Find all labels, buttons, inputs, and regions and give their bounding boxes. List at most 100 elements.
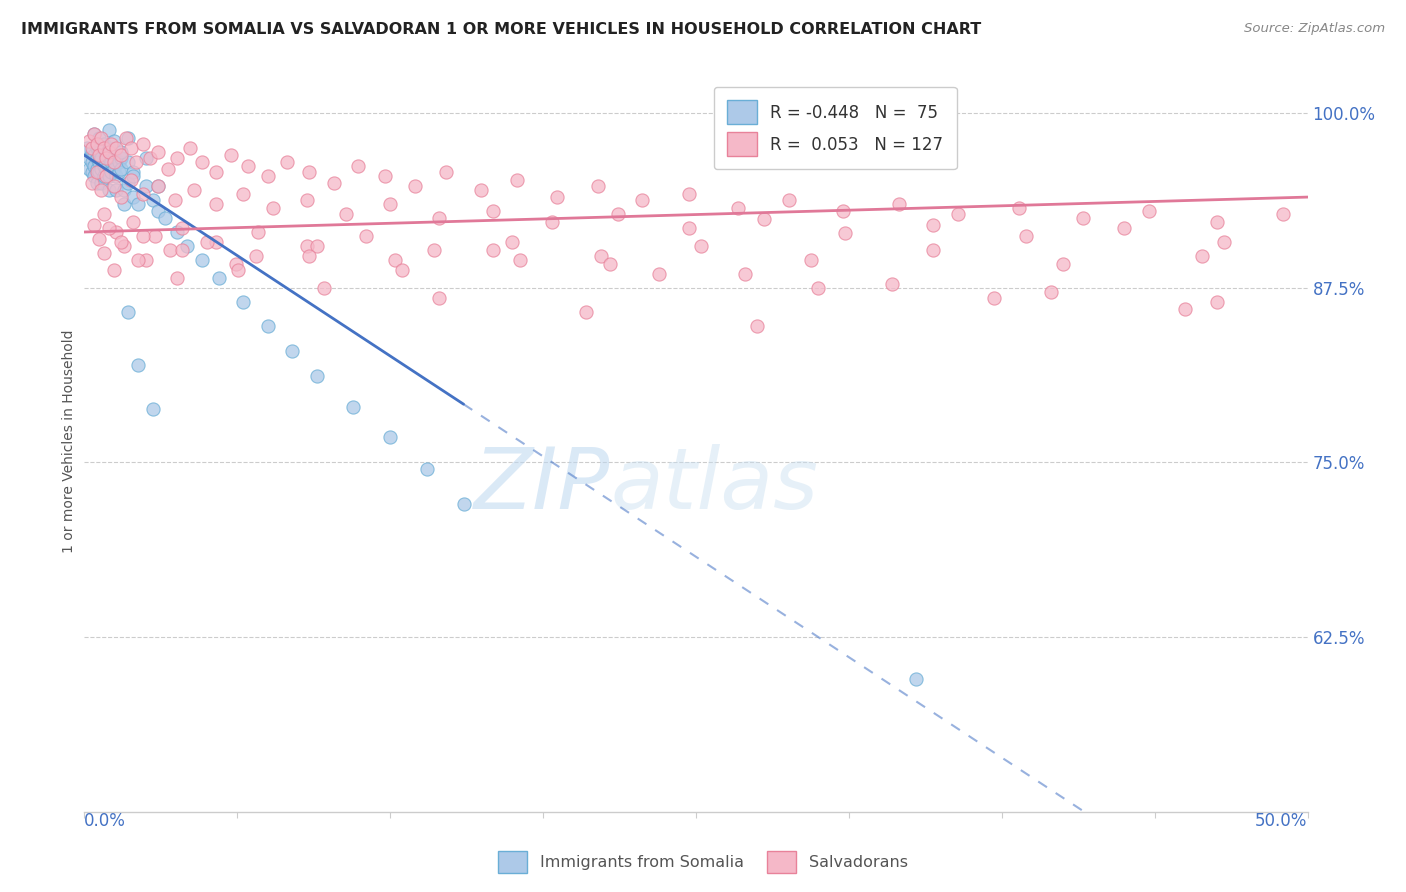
Y-axis label: 1 or more Vehicles in Household: 1 or more Vehicles in Household [62, 330, 76, 553]
Point [482, 204, 505, 219]
Point [305, 368, 328, 383]
Point [205, 235, 228, 249]
Point [506, 173, 529, 187]
Point [156, 162, 179, 177]
Point [807, 281, 830, 295]
Point [747, 318, 769, 333]
Point [262, 201, 284, 215]
Point [232, 294, 254, 309]
Point [727, 201, 749, 215]
Point [354, 229, 377, 244]
Point [103, 151, 125, 165]
Point [208, 271, 231, 285]
Point [110, 145, 132, 160]
Point [166, 225, 188, 239]
Point [195, 235, 218, 249]
Point [322, 176, 344, 190]
Point [606, 207, 628, 221]
Point [122, 215, 145, 229]
Point [86, 136, 108, 151]
Point [97, 183, 120, 197]
Point [117, 176, 139, 190]
Legend: R = -0.448   N =  75, R =  0.053   N = 127: R = -0.448 N = 75, R = 0.053 N = 127 [714, 87, 956, 169]
Point [97, 169, 120, 183]
Point [183, 183, 205, 197]
Point [540, 215, 562, 229]
Point [132, 136, 155, 151]
Point [86, 165, 108, 179]
Point [90, 176, 112, 190]
Point [110, 148, 132, 162]
Point [1272, 207, 1295, 221]
Point [589, 249, 612, 263]
Point [648, 267, 671, 281]
Point [404, 178, 426, 193]
Point [103, 162, 125, 177]
Point [122, 165, 145, 179]
Point [678, 220, 700, 235]
Point [135, 151, 157, 165]
Point [87, 232, 110, 246]
Point [132, 229, 155, 244]
Point [83, 159, 105, 173]
Point [1191, 249, 1213, 263]
Point [305, 239, 328, 253]
Point [127, 197, 149, 211]
Point [110, 151, 132, 165]
Point [107, 165, 129, 179]
Point [105, 183, 128, 197]
Point [96, 151, 118, 165]
Point [983, 291, 1005, 305]
Point [502, 235, 524, 249]
Point [380, 430, 402, 444]
Point [97, 123, 120, 137]
Point [1039, 285, 1062, 299]
Point [689, 239, 711, 253]
Point [905, 672, 928, 686]
Point [219, 148, 242, 162]
Point [335, 207, 357, 221]
Point [96, 169, 118, 183]
Point [166, 151, 188, 165]
Text: Source: ZipAtlas.com: Source: ZipAtlas.com [1244, 22, 1385, 36]
Point [83, 127, 105, 141]
Point [93, 136, 115, 151]
Point [631, 193, 654, 207]
Point [678, 187, 700, 202]
Point [423, 243, 446, 257]
Point [90, 162, 112, 177]
Point [778, 193, 800, 207]
Point [97, 151, 120, 165]
Point [1114, 220, 1136, 235]
Point [179, 141, 201, 155]
Point [436, 165, 458, 179]
Point [800, 252, 823, 267]
Point [922, 218, 945, 232]
Point [159, 243, 181, 257]
Point [103, 262, 125, 277]
Point [298, 249, 321, 263]
Point [83, 148, 105, 162]
Point [86, 141, 108, 155]
Point [77, 134, 100, 148]
Point [90, 151, 112, 165]
Point [295, 193, 318, 207]
Point [80, 176, 103, 190]
Point [83, 127, 105, 141]
Point [754, 212, 776, 227]
Point [80, 145, 103, 160]
Point [470, 183, 492, 197]
Point [191, 155, 214, 169]
Point [132, 187, 155, 202]
Point [77, 162, 100, 177]
Point [1137, 204, 1160, 219]
Point [225, 257, 247, 271]
Point [887, 197, 910, 211]
Point [380, 197, 402, 211]
Point [122, 169, 145, 183]
Point [135, 178, 157, 193]
Point [110, 190, 132, 204]
Point [100, 136, 122, 151]
Point [586, 178, 609, 193]
Point [105, 169, 128, 183]
